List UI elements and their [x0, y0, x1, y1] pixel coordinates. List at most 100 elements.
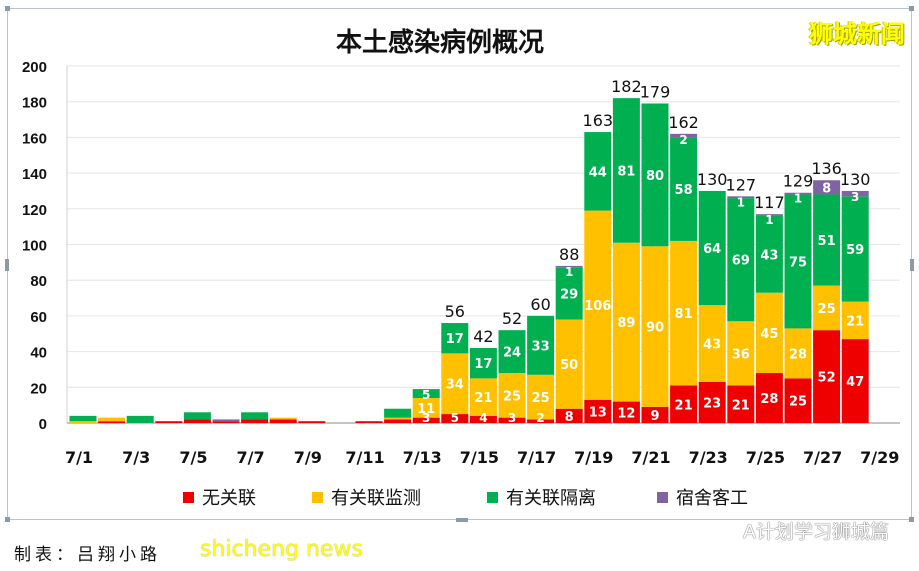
resize-handle[interactable]	[910, 259, 914, 271]
data-label: 81	[675, 307, 693, 322]
data-label: 43	[703, 338, 721, 353]
bar-segment	[441, 414, 469, 423]
bar-segment	[241, 412, 269, 420]
bar-segment	[612, 98, 640, 243]
x-tick-label: 7/19	[574, 448, 613, 467]
bar-segment	[498, 417, 526, 423]
bar-segment	[441, 323, 469, 354]
bar-segment	[412, 417, 440, 423]
data-label: 3	[508, 411, 516, 425]
resize-handle[interactable]	[909, 517, 914, 522]
data-label: 45	[760, 327, 778, 342]
bar-segment	[212, 421, 240, 423]
bar-segment	[469, 415, 497, 423]
bar-segment	[670, 240, 698, 386]
bar-segment	[641, 246, 669, 407]
total-label: 130	[697, 170, 728, 189]
bar-segment	[755, 292, 783, 374]
legend-swatch	[657, 491, 668, 503]
data-label: 28	[760, 392, 778, 407]
x-tick-label: 7/15	[460, 448, 499, 467]
legend-label: 无关联	[202, 488, 256, 509]
x-tick-label: 7/5	[179, 448, 207, 467]
data-label: 2	[679, 133, 687, 147]
x-tick-label: 7/9	[294, 448, 322, 467]
data-label: 43	[760, 248, 778, 263]
data-label: 23	[703, 396, 721, 411]
data-label: 17	[474, 357, 492, 372]
bar-segment	[384, 417, 412, 420]
total-label: 60	[530, 295, 550, 314]
legend-swatch	[487, 491, 498, 503]
resize-handle[interactable]	[5, 259, 9, 271]
data-label: 75	[789, 255, 807, 270]
x-tick-label: 7/13	[403, 448, 442, 467]
data-label: 12	[617, 406, 635, 421]
y-tick-label: 80	[30, 273, 47, 290]
data-label: 28	[789, 347, 807, 362]
data-label: 2	[536, 411, 544, 425]
resize-handle[interactable]	[909, 6, 914, 11]
data-label: 1	[765, 213, 773, 227]
data-label: 3	[422, 411, 430, 425]
x-tick-label: 7/7	[237, 448, 265, 467]
bar-segment	[98, 421, 126, 423]
bar-segment	[412, 398, 440, 418]
watermark: shicheng news	[200, 537, 363, 562]
bar-segment	[555, 408, 583, 423]
data-label: 4	[479, 411, 487, 425]
total-label: 88	[559, 245, 579, 264]
bar-segment	[698, 190, 726, 306]
wechat-source: A计划学习狮城篇	[743, 521, 889, 543]
bar-segment	[269, 417, 297, 420]
data-label: 69	[732, 254, 750, 269]
bar-segment	[670, 133, 698, 138]
bar-segment	[670, 385, 698, 423]
total-label: 136	[811, 159, 842, 178]
data-label: 34	[446, 378, 464, 393]
bar-segment	[498, 373, 526, 418]
bar-segment	[841, 196, 869, 302]
bar-segment	[755, 373, 783, 423]
bar-segment	[584, 210, 612, 400]
resize-handle[interactable]	[5, 517, 10, 522]
data-label: 21	[474, 391, 492, 406]
bar-segment	[727, 385, 755, 423]
data-label: 21	[675, 398, 693, 413]
data-label: 29	[560, 288, 578, 303]
data-label: 44	[589, 165, 607, 180]
bar-segment	[527, 419, 555, 423]
x-tick-label: 7/23	[689, 448, 728, 467]
data-label: 50	[560, 358, 578, 373]
data-label: 21	[732, 398, 750, 413]
data-label: 33	[532, 339, 550, 354]
chart-frame[interactable]	[5, 6, 914, 522]
bar-segment	[469, 348, 497, 379]
x-tick-label: 7/17	[517, 448, 556, 467]
bar-segment	[98, 417, 126, 422]
resize-handle[interactable]	[456, 518, 468, 522]
data-label: 89	[617, 316, 635, 331]
data-label: 1	[737, 195, 745, 209]
bar-segment	[298, 421, 326, 423]
data-label: 81	[617, 164, 635, 179]
x-tick-label: 7/21	[631, 448, 670, 467]
bar-segment	[126, 415, 154, 423]
total-label: 129	[783, 172, 814, 191]
data-label: 25	[789, 395, 807, 410]
bar-segment	[641, 406, 669, 423]
data-label: 106	[584, 299, 611, 314]
resize-handle[interactable]	[5, 6, 10, 11]
data-label: 64	[703, 242, 721, 257]
data-label: 8	[822, 181, 831, 196]
bar-segment	[555, 267, 583, 320]
legend-item: 有关联隔离	[487, 484, 596, 510]
total-label: 179	[640, 82, 671, 101]
bar-segment	[384, 419, 412, 423]
data-label: 1	[565, 265, 573, 279]
data-label: 1	[794, 192, 802, 206]
y-tick-label: 20	[30, 380, 47, 397]
y-tick-label: 100	[22, 238, 47, 255]
legend: 无关联 有关联监测 有关联隔离 宿舍客工	[0, 484, 919, 510]
bar-segment	[727, 198, 755, 322]
